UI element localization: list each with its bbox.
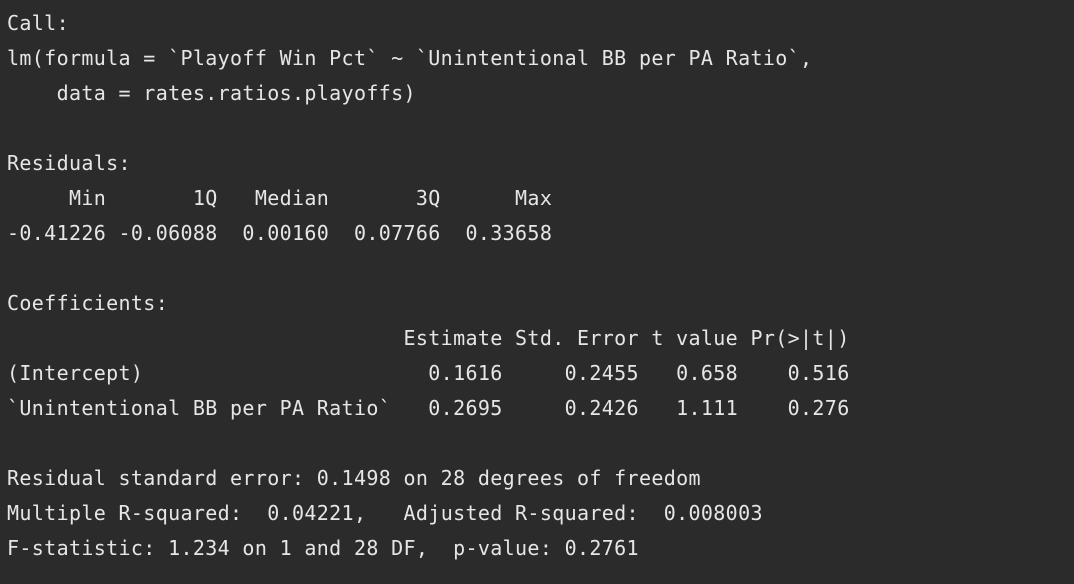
f-statistic-line: F-statistic: 1.234 on 1 and 28 DF, p-val… [7,536,639,560]
call-formula-line: lm(formula = `Playoff Win Pct` ~ `Uninte… [7,46,813,70]
coefficient-row-intercept: (Intercept) 0.1616 0.2455 0.658 0.516 [7,361,850,385]
residuals-column-headers: Min 1Q Median 3Q Max [7,186,553,210]
call-data-line: data = rates.ratios.playoffs) [7,81,416,105]
residuals-header: Residuals: [7,151,131,175]
coefficients-column-headers: Estimate Std. Error t value Pr(>|t|) [7,326,850,350]
coefficients-header: Coefficients: [7,291,169,315]
residuals-values: -0.41226 -0.06088 0.00160 0.07766 0.3365… [7,221,553,245]
call-header: Call: [7,11,69,35]
residual-standard-error-line: Residual standard error: 0.1498 on 28 de… [7,466,701,490]
coefficient-row-predictor: `Unintentional BB per PA Ratio` 0.2695 0… [7,396,850,420]
r-squared-line: Multiple R-squared: 0.04221, Adjusted R-… [7,501,763,525]
